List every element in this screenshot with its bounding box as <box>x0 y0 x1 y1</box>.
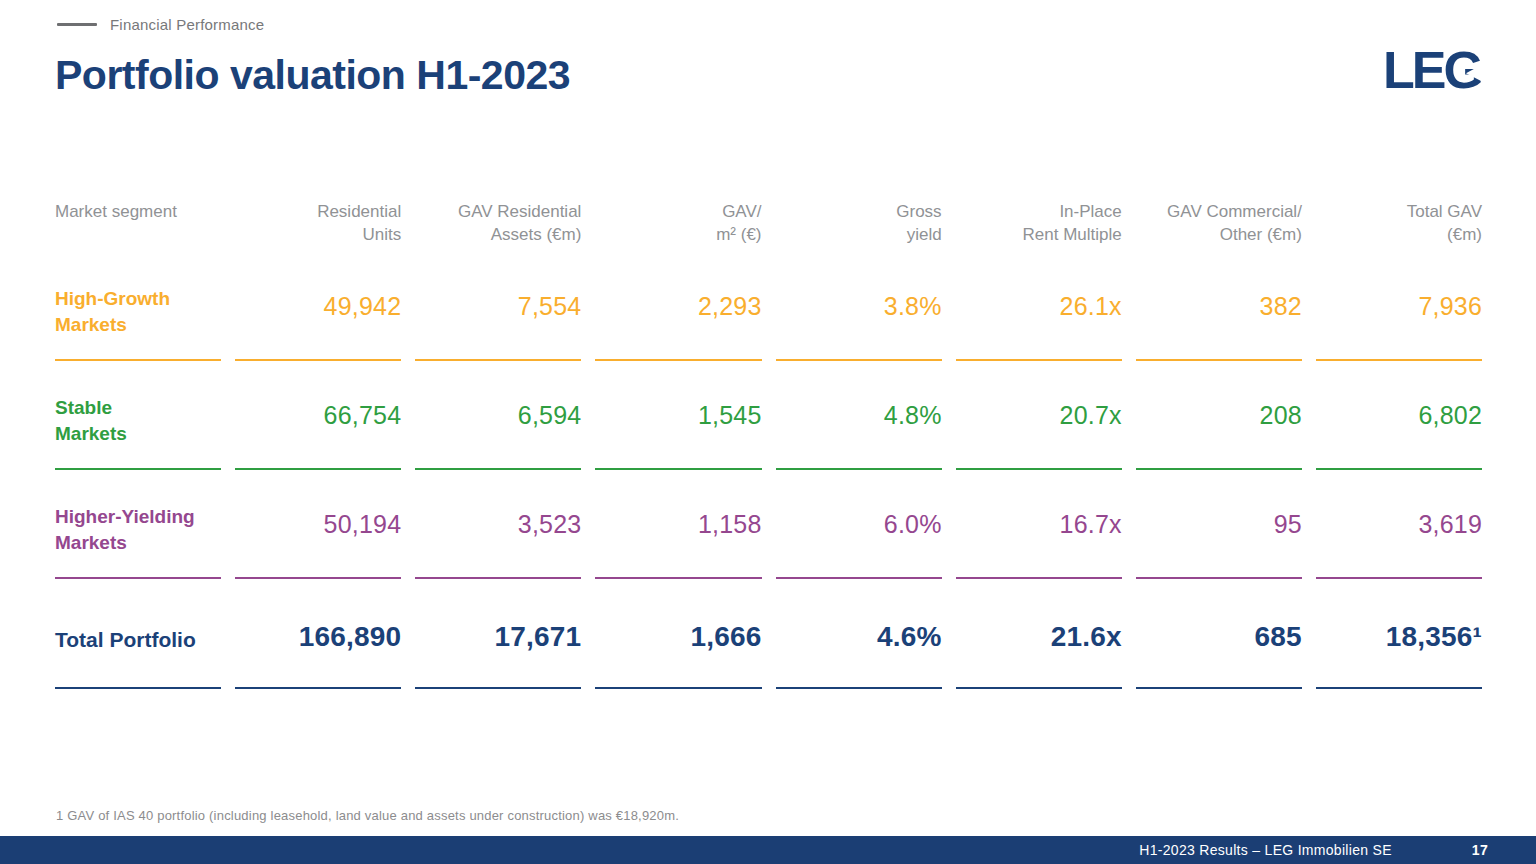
cell-residential-units: 50,194 <box>235 470 401 579</box>
cell-gav-per-m2: 2,293 <box>595 252 761 361</box>
cell-residential-units: 49,942 <box>235 252 401 361</box>
leg-logo-text: LEG <box>1383 44 1481 96</box>
slide: Financial Performance Portfolio valuatio… <box>0 0 1536 864</box>
portfolio-valuation-table: Market segment Residential Units GAV Resid… <box>41 200 1496 689</box>
cell-total-gav: 7,936 <box>1316 252 1482 361</box>
cell-gross-yield: 3.8% <box>776 252 942 361</box>
column-header-total-gav: Total GAV (€m) <box>1316 200 1482 252</box>
cell-residential-units: 66,754 <box>235 361 401 470</box>
column-header-gross-yield: Gross yield <box>776 200 942 252</box>
cell-gav-commercial-other: 382 <box>1136 252 1302 361</box>
cell-gross-yield: 4.8% <box>776 361 942 470</box>
cell-gav-commercial-other: 95 <box>1136 470 1302 579</box>
page-number: 17 <box>1472 842 1488 858</box>
cell-in-place-rent-multiple: 26.1x <box>956 252 1122 361</box>
cell-total-gav: 6,802 <box>1316 361 1482 470</box>
cell-gav-per-m2: 1,158 <box>595 470 761 579</box>
cell-gav-residential-assets: 17,671 <box>415 579 581 689</box>
cell-gav-residential-assets: 3,523 <box>415 470 581 579</box>
breadcrumb: Financial Performance <box>57 16 264 33</box>
footer-label: H1-2023 Results – LEG Immobilien SE <box>1139 842 1392 858</box>
cell-gross-yield: 6.0% <box>776 470 942 579</box>
page-title: Portfolio valuation H1-2023 <box>55 52 570 99</box>
table-row: High-Growth Markets49,9427,5542,2933.8%2… <box>55 252 1482 361</box>
table-row: Higher-Yielding Markets50,1943,5231,1586… <box>55 470 1482 579</box>
column-header-gav-residential-assets: GAV Residential Assets (€m) <box>415 200 581 252</box>
table-header-row: Market segment Residential Units GAV Resid… <box>55 200 1482 252</box>
cell-in-place-rent-multiple: 16.7x <box>956 470 1122 579</box>
total-row: Total Portfolio166,89017,6711,6664.6%21.… <box>55 579 1482 689</box>
cell-gross-yield: 4.6% <box>776 579 942 689</box>
segment-label: Total Portfolio <box>55 579 221 689</box>
eyebrow-dash-icon <box>57 23 97 26</box>
footnote: 1 GAV of IAS 40 portfolio (including lea… <box>56 808 679 823</box>
cell-gav-per-m2: 1,666 <box>595 579 761 689</box>
cell-in-place-rent-multiple: 21.6x <box>956 579 1122 689</box>
cell-gav-commercial-other: 208 <box>1136 361 1302 470</box>
cell-gav-residential-assets: 6,594 <box>415 361 581 470</box>
cell-residential-units: 166,890 <box>235 579 401 689</box>
eyebrow-label: Financial Performance <box>110 16 264 33</box>
table-row: Stable Markets66,7546,5941,5454.8%20.7x2… <box>55 361 1482 470</box>
column-header-residential-units: Residential Units <box>235 200 401 252</box>
segment-label: Higher-Yielding Markets <box>55 470 221 579</box>
cell-total-gav: 3,619 <box>1316 470 1482 579</box>
cell-gav-commercial-other: 685 <box>1136 579 1302 689</box>
cell-gav-per-m2: 1,545 <box>595 361 761 470</box>
cell-total-gav: 18,356¹ <box>1316 579 1482 689</box>
cell-in-place-rent-multiple: 20.7x <box>956 361 1122 470</box>
cell-gav-residential-assets: 7,554 <box>415 252 581 361</box>
portfolio-valuation-table-container: Market segment Residential Units GAV Resid… <box>41 200 1496 689</box>
column-header-gav-commercial-other: GAV Commercial/ Other (€m) <box>1136 200 1302 252</box>
column-header-gav-per-m2: GAV/ m² (€) <box>595 200 761 252</box>
column-header-in-place-rent-multiple: In-Place Rent Multiple <box>956 200 1122 252</box>
leg-logo: LEG <box>1383 44 1481 96</box>
segment-label: Stable Markets <box>55 361 221 470</box>
column-header-market-segment: Market segment <box>55 200 221 252</box>
footer-bar: H1-2023 Results – LEG Immobilien SE 17 <box>0 836 1536 864</box>
segment-label: High-Growth Markets <box>55 252 221 361</box>
